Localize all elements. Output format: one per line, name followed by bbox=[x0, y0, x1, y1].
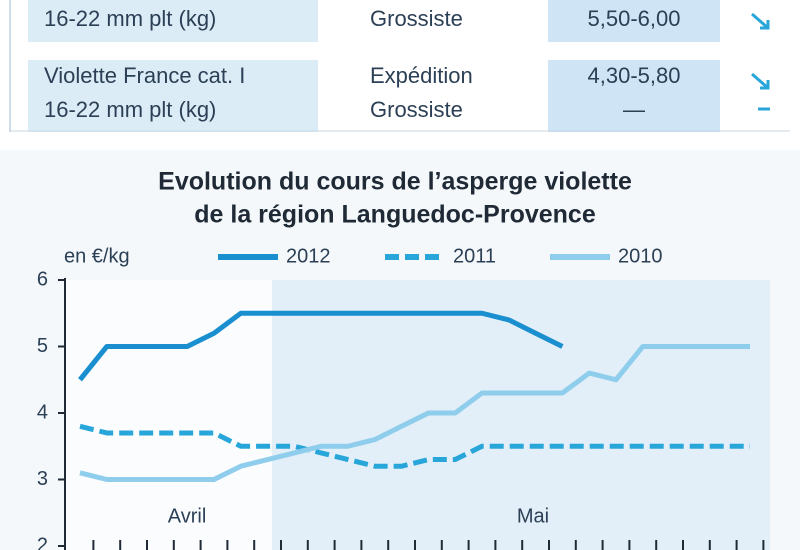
cell-text: Grossiste bbox=[370, 6, 463, 31]
series-line bbox=[79, 344, 750, 482]
cell-bg bbox=[548, 60, 720, 132]
legend-label: 2010 bbox=[618, 245, 663, 267]
y-tick-label: 5 bbox=[37, 335, 48, 357]
cell-text: 16-22 mm plt (kg) bbox=[44, 6, 216, 31]
y-tick-label: 4 bbox=[37, 401, 48, 423]
legend-label: 2011 bbox=[453, 245, 496, 267]
cell-text: 16-22 mm plt (kg) bbox=[44, 97, 216, 122]
y-axis-label: en €/kg bbox=[64, 245, 130, 267]
chart-title: de la région Languedoc-Provence bbox=[194, 201, 596, 229]
series-line bbox=[78, 310, 564, 382]
month-label: Avril bbox=[168, 505, 207, 527]
cell-text: 4,30-5,80 bbox=[588, 63, 681, 88]
legend-label: 2012 bbox=[286, 245, 331, 267]
chart-title: Evolution du cours de l’asperge violette bbox=[158, 168, 632, 196]
plot-bg bbox=[65, 280, 272, 550]
trend-icons bbox=[751, 12, 770, 111]
cell-text: — bbox=[623, 97, 645, 122]
cell-text: Grossiste bbox=[370, 97, 463, 122]
cell-bg bbox=[28, 0, 318, 42]
cell-bg bbox=[28, 60, 318, 132]
month-label: Mai bbox=[517, 505, 549, 527]
y-tick-label: 6 bbox=[37, 268, 48, 290]
cell-text: Violette France cat. I bbox=[44, 63, 245, 88]
cell-text: 5,50-6,00 bbox=[588, 6, 681, 31]
y-tick-label: 2 bbox=[37, 534, 48, 550]
cell-text: Expédition bbox=[370, 63, 473, 88]
cell-bg bbox=[548, 0, 720, 42]
series-line bbox=[79, 423, 750, 469]
y-tick-label: 3 bbox=[37, 468, 48, 490]
